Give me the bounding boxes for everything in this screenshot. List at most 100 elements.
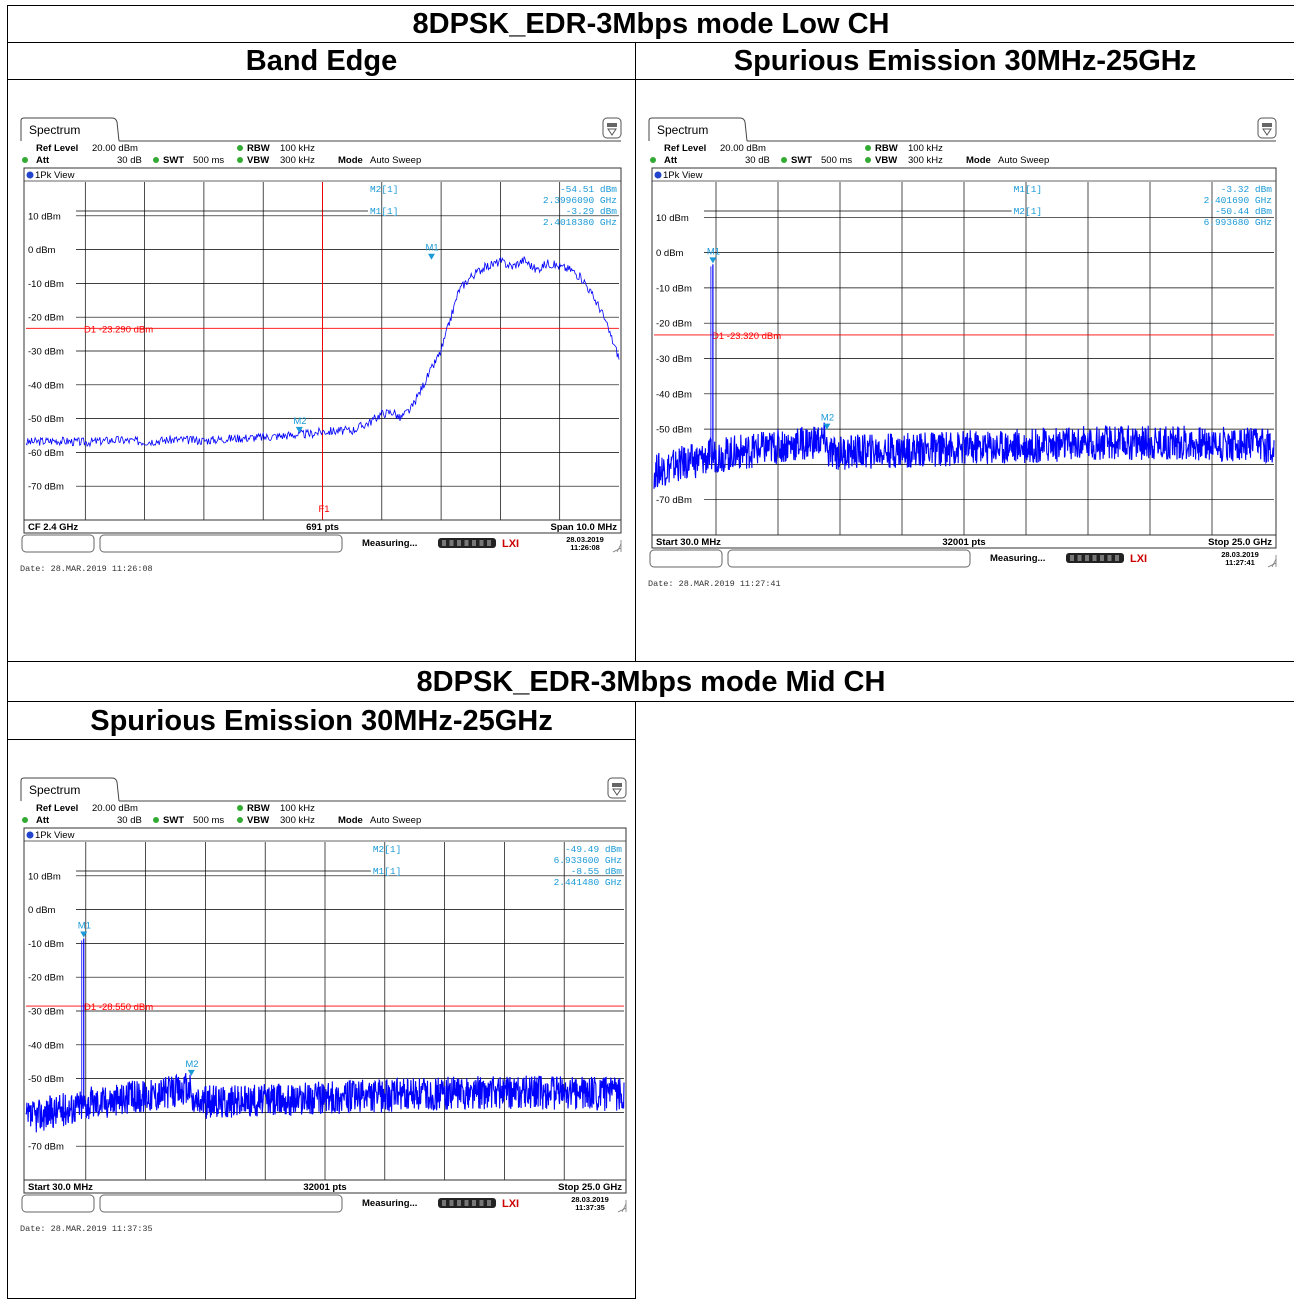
lxi-logo-icon: LXI <box>1130 553 1147 565</box>
ref-level-label: Ref Level <box>36 143 78 154</box>
marker-m1[interactable]: M1 <box>78 920 91 938</box>
ref-level-label: Ref Level <box>36 803 78 814</box>
footer-right: Span 10.0 MHz <box>550 522 617 533</box>
marker-m2[interactable]: M2 <box>185 1059 199 1076</box>
y-tick-label: -20 dBm <box>28 973 64 984</box>
view-indicator-icon <box>26 831 34 839</box>
spurious-mid-plot: Spectrum Ref Level 20.00 dBm RBW 100 kHz Att 3… <box>20 777 630 1257</box>
rbw-value: 100 kHz <box>908 143 943 154</box>
y-tick-label: 10 dBm <box>28 211 61 222</box>
status-date: 28.03.2019 <box>1221 550 1259 559</box>
display-config-icon[interactable] <box>1257 117 1277 139</box>
y-tick-label: 10 dBm <box>656 213 689 224</box>
att-indicator-icon <box>22 157 28 163</box>
marker-info-freq: 2.441480 GHz <box>554 877 622 888</box>
y-tick-label: -50 dBm <box>656 425 692 436</box>
marker-info-name: M2[1] <box>1014 206 1043 217</box>
progress-bar <box>438 1198 496 1208</box>
status-field-1[interactable] <box>21 1194 95 1213</box>
att-indicator-icon <box>650 157 656 163</box>
trace-line <box>25 1073 625 1133</box>
progress-bar <box>438 538 496 548</box>
mode-value: Auto Sweep <box>370 815 421 826</box>
footer-left: Start 30.0 MHz <box>28 1182 93 1193</box>
spurious-low-plot: Spectrum Ref Level 20.00 dBm RBW 100 kHz Att 3… <box>648 117 1280 612</box>
ref-level-label: Ref Level <box>664 143 706 154</box>
marker-info-freq: 2.4018380 GHz <box>543 217 617 228</box>
mode-value: Auto Sweep <box>998 155 1049 166</box>
marker-info-freq: 6.933600 GHz <box>554 855 622 866</box>
spectrum-svg: Spectrum Ref Level 20.00 dBm RBW 100 kHz Att 3… <box>648 117 1277 589</box>
marker-info-value: -50.44 dBm <box>1215 206 1272 217</box>
marker-label: M1 <box>78 920 91 931</box>
resize-grip-icon[interactable] <box>617 1200 627 1213</box>
marker-info-name: M2[1] <box>370 184 399 195</box>
y-tick-label: -10 dBm <box>28 279 64 290</box>
resize-grip-icon[interactable] <box>1267 555 1277 568</box>
spectrum-tab[interactable] <box>20 117 120 142</box>
spectrum-svg: Spectrum Ref Level 20.00 dBm RBW 100 kHz Att 3… <box>20 117 622 574</box>
status-measuring: Measuring... <box>990 553 1045 564</box>
progress-bar <box>1066 553 1124 563</box>
limit-line-label: D1 -23.320 dBm <box>712 331 781 342</box>
marker-info-value: -3.32 dBm <box>1221 184 1273 195</box>
status-field-2[interactable] <box>727 549 971 568</box>
trace-line <box>653 422 1275 489</box>
swt-label: SWT <box>163 815 184 826</box>
status-measuring: Measuring... <box>362 1198 417 1209</box>
swt-label: SWT <box>163 155 184 166</box>
capture-date: Date: 28.MAR.2019 11:27:41 <box>648 579 781 589</box>
footer-left: CF 2.4 GHz <box>28 522 78 533</box>
status-field-1[interactable] <box>649 549 723 568</box>
y-tick-label: -30 dBm <box>28 347 64 358</box>
low-ch-title: 8DPSK_EDR-3Mbps mode Low CH <box>412 8 890 40</box>
spectrum-tab[interactable] <box>648 117 748 142</box>
att-value: 30 dB <box>117 815 142 826</box>
y-tick-label: -10 dBm <box>656 283 692 294</box>
vbw-label: VBW <box>247 155 269 166</box>
marker-m1[interactable]: M1 <box>425 243 439 260</box>
mode-value: Auto Sweep <box>370 155 421 166</box>
y-tick-label: -20 dBm <box>28 313 64 324</box>
view-label: 1Pk View <box>35 830 75 841</box>
marker-info-freq: 2.3996090 GHz <box>543 195 617 206</box>
lxi-logo-icon: LXI <box>502 1198 519 1210</box>
spectrum-tab-label: Spectrum <box>29 783 80 797</box>
mode-label: Mode <box>966 155 991 166</box>
status-measuring: Measuring... <box>362 538 417 549</box>
status-field-2[interactable] <box>99 1194 343 1213</box>
resize-grip-icon[interactable] <box>612 540 622 553</box>
vbw-value: 300 kHz <box>908 155 943 166</box>
frequency-line-label: F1 <box>319 504 330 515</box>
mid-ch-title-cell <box>7 661 1294 702</box>
y-tick-label: 0 dBm <box>656 248 684 259</box>
spurious-mid-header: Spurious Emission 30MHz-25GHz <box>90 705 553 737</box>
marker-m1[interactable]: M1 <box>707 246 720 264</box>
display-config-icon[interactable] <box>607 777 627 799</box>
view-indicator-icon <box>26 171 34 179</box>
display-config-icon[interactable] <box>602 117 622 139</box>
y-tick-label: -50 dBm <box>28 1074 64 1085</box>
vbw-value: 300 kHz <box>280 815 315 826</box>
capture-date: Date: 28.MAR.2019 11:37:35 <box>20 1224 153 1234</box>
status-time: 11:27:41 <box>1225 558 1255 567</box>
vbw-indicator-icon <box>865 157 871 163</box>
marker-info-name: M1[1] <box>373 866 402 877</box>
marker-info-value: -54.51 dBm <box>560 184 617 195</box>
marker-m2[interactable]: M2 <box>293 416 307 433</box>
status-field-1[interactable] <box>21 534 95 553</box>
vbw-indicator-icon <box>237 817 243 823</box>
rbw-indicator-icon <box>865 145 871 151</box>
att-value: 30 dB <box>745 155 770 166</box>
spectrum-tab[interactable] <box>20 777 120 802</box>
status-time: 11:37:35 <box>575 1203 605 1212</box>
view-indicator-icon <box>654 171 662 179</box>
att-value: 30 dB <box>117 155 142 166</box>
marker-m2[interactable]: M2 <box>821 413 834 430</box>
swt-value: 500 ms <box>193 155 224 166</box>
footer-points: 691 pts <box>306 522 339 533</box>
y-tick-label: -70 dBm <box>656 495 692 506</box>
y-tick-label: -30 dBm <box>28 1007 64 1018</box>
ref-level-value: 20.00 dBm <box>92 803 138 814</box>
status-field-2[interactable] <box>99 534 343 553</box>
